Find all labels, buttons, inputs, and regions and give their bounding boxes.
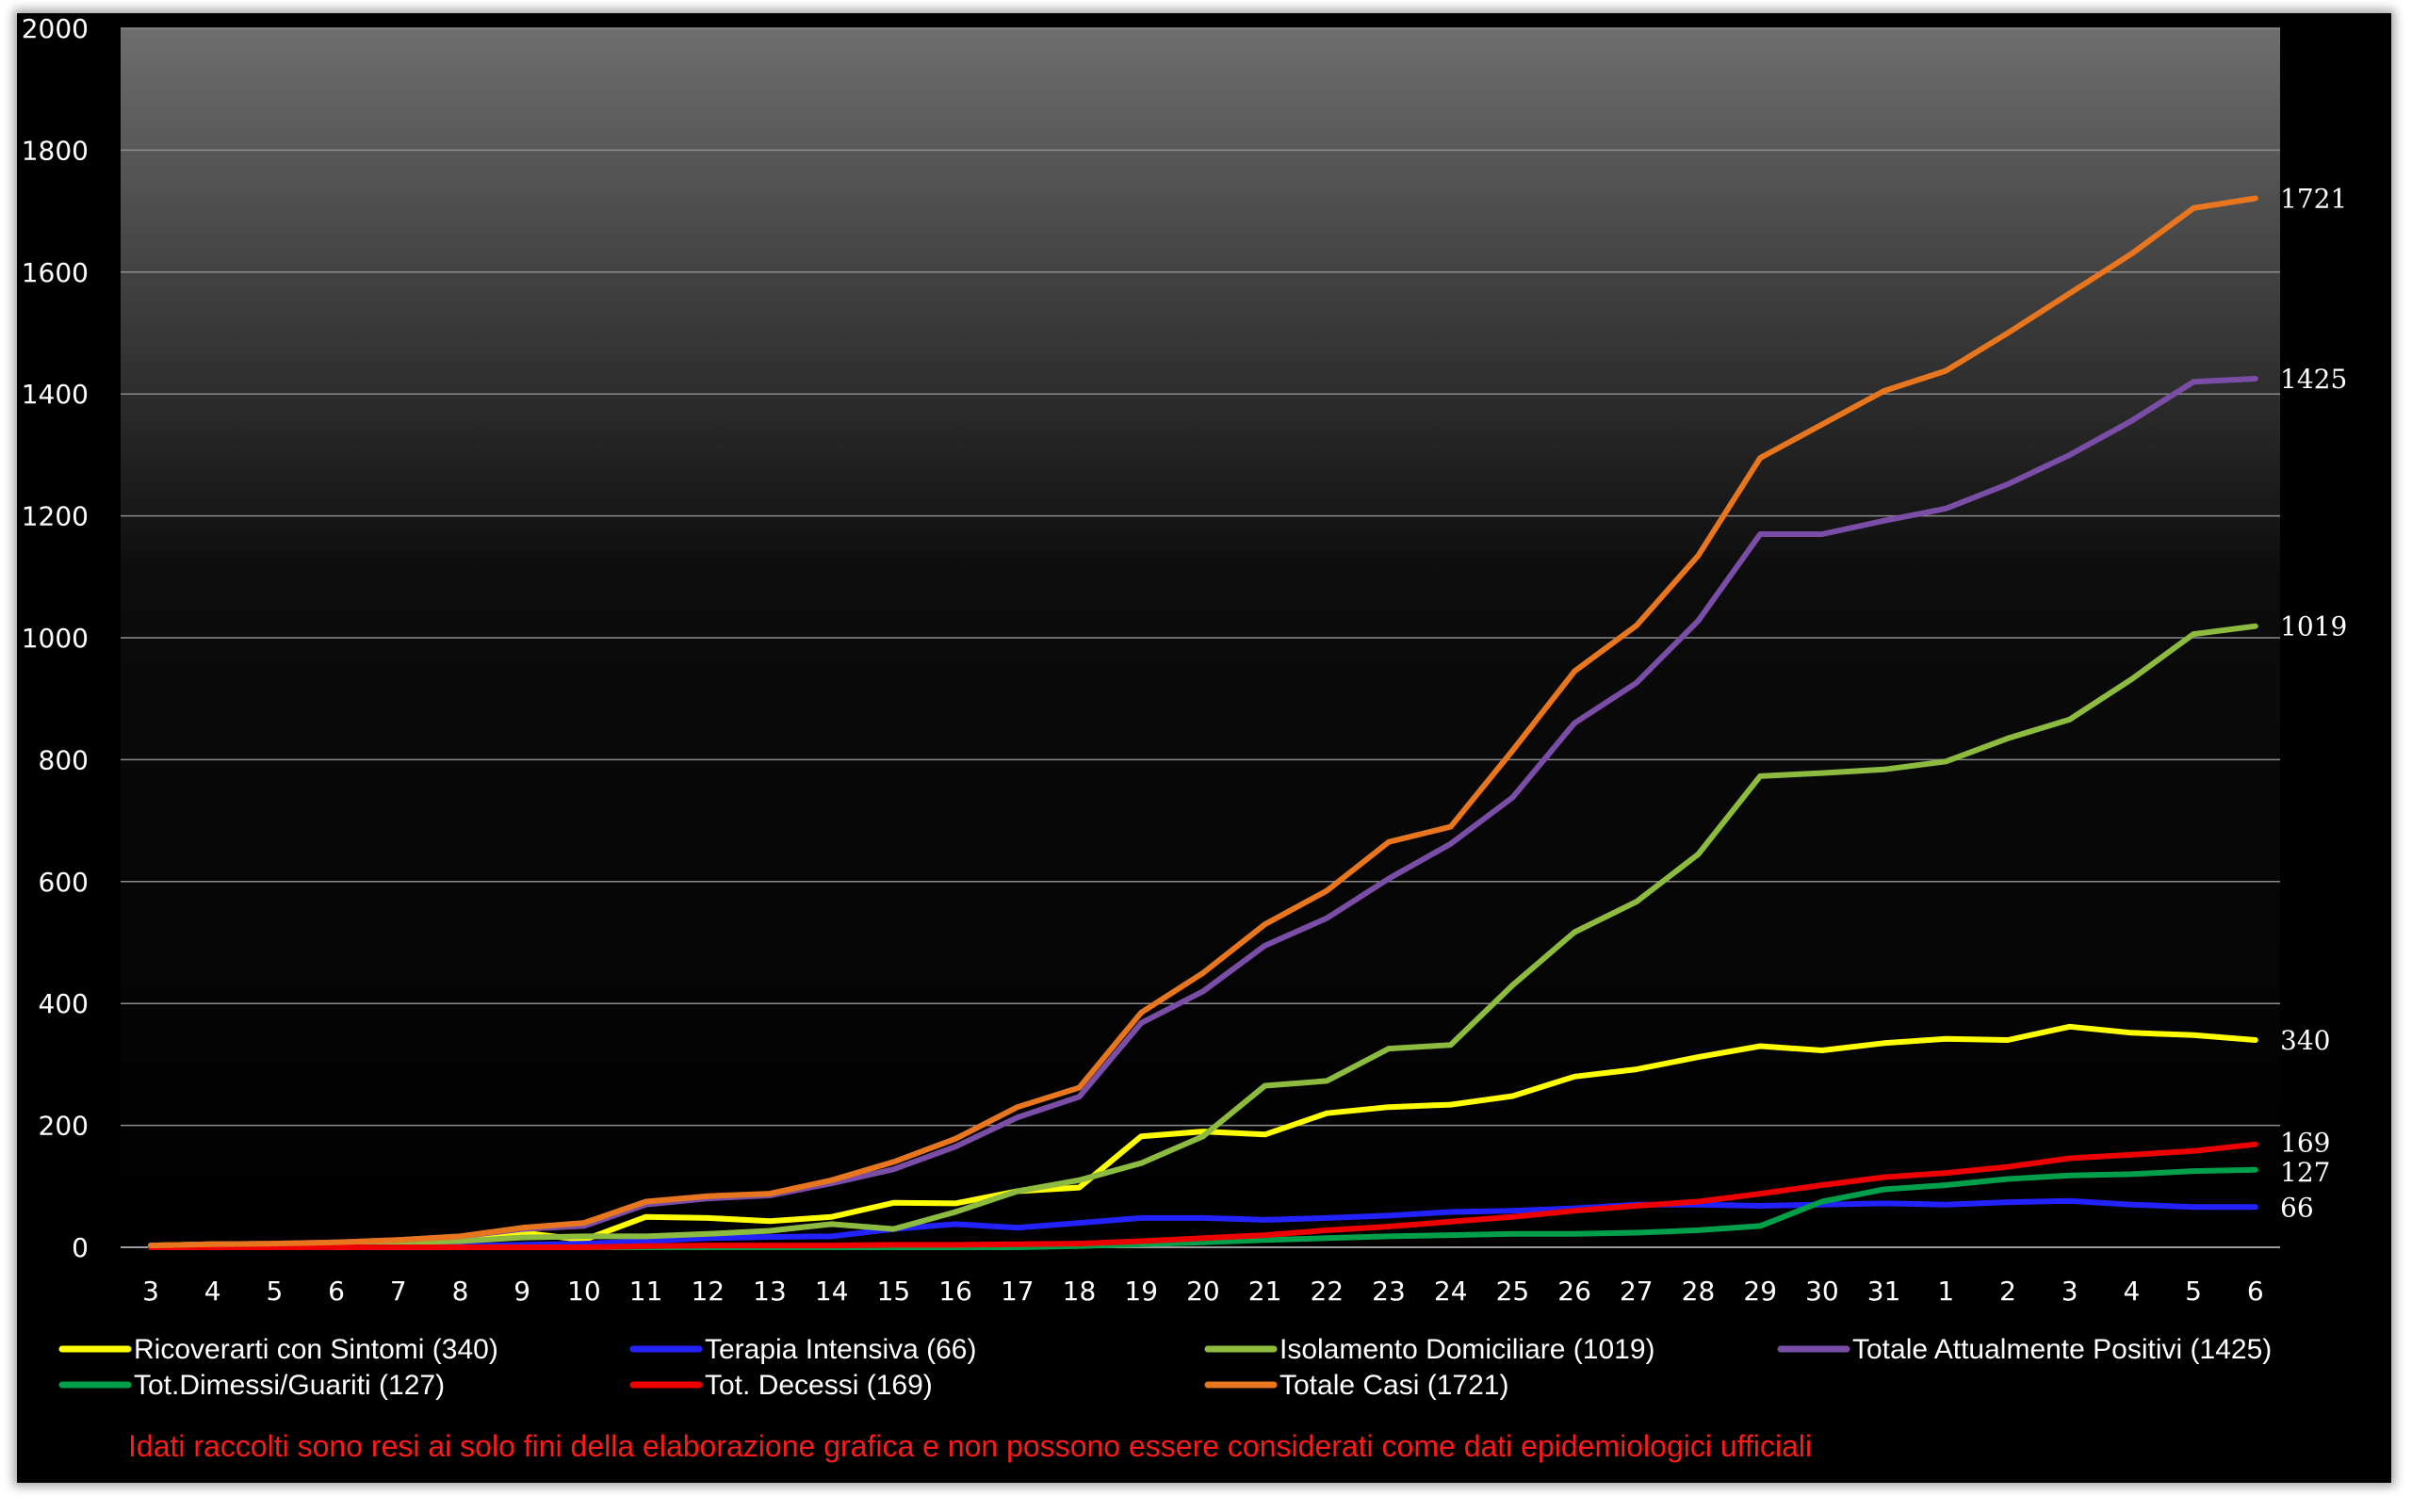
legend-entry: Totale Casi (1721) — [1279, 1370, 1508, 1401]
end-value-label: 169 — [2280, 1128, 2330, 1159]
x-tick-label: 30 — [1805, 1276, 1839, 1307]
gridlines — [121, 27, 2280, 1248]
x-tick-label: 13 — [753, 1276, 787, 1307]
x-tick-label: 10 — [567, 1276, 601, 1307]
x-tick-label: 7 — [390, 1276, 407, 1307]
legend-entry: Tot. Decessi (169) — [705, 1370, 933, 1401]
x-tick-label: 29 — [1743, 1276, 1777, 1307]
x-tick-label: 22 — [1310, 1276, 1344, 1307]
end-value-label: 340 — [2280, 1025, 2330, 1056]
x-tick-label: 6 — [2247, 1276, 2264, 1307]
series-line — [148, 1023, 2258, 1249]
x-tick-label: 20 — [1186, 1276, 1220, 1307]
y-tick-label: 800 — [39, 744, 89, 775]
y-tick-label: 2000 — [22, 13, 89, 44]
y-tick-label: 0 — [72, 1232, 89, 1263]
end-value-label: 66 — [2280, 1192, 2314, 1223]
y-tick-label: 1600 — [22, 257, 89, 288]
x-tick-label: 8 — [452, 1276, 469, 1307]
legend: Ricoverarti con Sintomi (340) Terapia Int… — [58, 1334, 2272, 1401]
x-tick-label: 15 — [877, 1276, 911, 1307]
y-tick-label: 1400 — [22, 379, 89, 410]
x-axis: 3 4 5 6 7 8 9 10 11 12 13 14 15 16 17 18 19 20 21 22 23 24 25 2… — [142, 1276, 2264, 1307]
end-value-label: 127 — [2280, 1157, 2330, 1188]
x-tick-label: 23 — [1372, 1276, 1406, 1307]
legend-entry: Terapia Intensiva (66) — [705, 1334, 977, 1365]
y-axis: 0 200 400 600 800 1000 1200 1400 1600 1800 2000 — [22, 13, 89, 1263]
x-tick-label: 21 — [1248, 1276, 1282, 1307]
series-line — [148, 1141, 2258, 1250]
end-value-label: 1721 — [2280, 184, 2347, 215]
end-value-label: 1019 — [2280, 611, 2347, 642]
x-tick-label: 14 — [815, 1276, 849, 1307]
y-tick-label: 600 — [39, 867, 89, 898]
end-value-label: 1425 — [2280, 364, 2347, 395]
x-tick-label: 3 — [2062, 1276, 2078, 1307]
x-tick-label: 25 — [1496, 1276, 1530, 1307]
x-tick-label: 18 — [1063, 1276, 1097, 1307]
x-tick-label: 12 — [691, 1276, 725, 1307]
x-tick-label: 6 — [328, 1276, 345, 1307]
legend-entry: Tot.Dimessi/Guariti (127) — [134, 1370, 445, 1401]
legend-entry: Ricoverarti con Sintomi (340) — [134, 1334, 498, 1365]
series-line — [148, 623, 2258, 1249]
y-tick-label: 400 — [39, 988, 89, 1019]
x-tick-label: 1 — [1937, 1276, 1954, 1307]
x-tick-label: 9 — [513, 1276, 530, 1307]
x-tick-label: 5 — [266, 1276, 283, 1307]
x-tick-label: 4 — [2123, 1276, 2140, 1307]
series-line — [148, 195, 2258, 1249]
x-tick-label: 5 — [2185, 1276, 2202, 1307]
disclaimer-text: Idati raccolti sono resi ai solo fini de… — [128, 1429, 1812, 1463]
x-tick-label: 17 — [1001, 1276, 1035, 1307]
x-tick-label: 4 — [204, 1276, 221, 1307]
legend-entry: Totale Attualmente Positivi (1425) — [1852, 1334, 2272, 1365]
x-tick-label: 11 — [629, 1276, 663, 1307]
y-tick-label: 1800 — [22, 135, 89, 166]
x-tick-label: 24 — [1434, 1276, 1468, 1307]
x-tick-label: 26 — [1557, 1276, 1591, 1307]
x-tick-label: 16 — [938, 1276, 972, 1307]
series-lines — [148, 195, 2258, 1250]
x-tick-label: 31 — [1867, 1276, 1901, 1307]
x-tick-label: 19 — [1124, 1276, 1158, 1307]
x-tick-label: 2 — [1999, 1276, 2016, 1307]
y-tick-label: 200 — [39, 1111, 89, 1142]
y-tick-label: 1000 — [22, 623, 89, 654]
x-tick-label: 28 — [1682, 1276, 1716, 1307]
x-tick-label: 27 — [1620, 1276, 1654, 1307]
y-tick-label: 1200 — [22, 501, 89, 532]
legend-entry: Isolamento Domiciliare (1019) — [1279, 1334, 1655, 1365]
x-tick-label: 3 — [142, 1276, 159, 1307]
